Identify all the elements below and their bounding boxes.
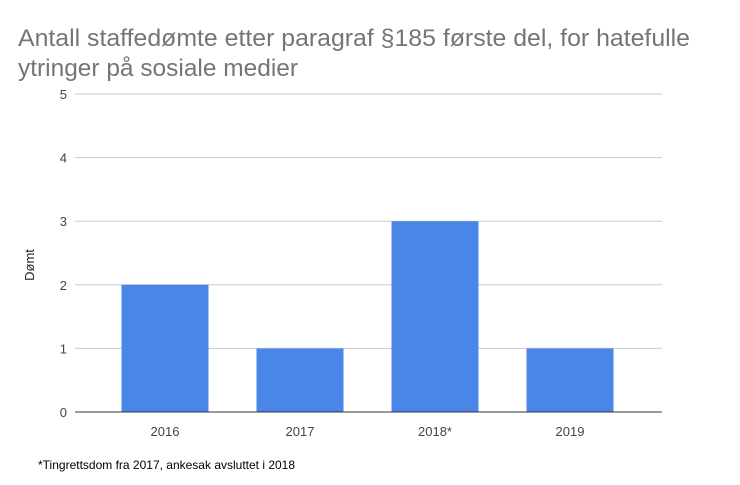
x-tick-label: 2017	[286, 424, 315, 439]
x-tick-label: 2019	[556, 424, 585, 439]
y-tick-label: 1	[60, 341, 67, 356]
chart-title-line-2: ytringer på sosiale medier	[18, 55, 298, 82]
bar-2016	[121, 284, 209, 412]
y-tick-label: 0	[60, 405, 67, 420]
x-tick-label: 2018*	[418, 424, 452, 439]
y-tick-label: 2	[60, 278, 67, 293]
chart-title-line-1: Antall staffedømte etter paragraf §185 f…	[18, 25, 690, 52]
bar-2018*	[391, 221, 479, 412]
footnote: *Tingrettsdom fra 2017, ankesak avslutte…	[38, 458, 295, 472]
bar-2017	[256, 348, 344, 412]
y-tick-label: 4	[60, 151, 67, 166]
bar-2019	[526, 348, 614, 412]
y-tick-label: 3	[60, 214, 67, 229]
y-tick-label: 5	[60, 87, 67, 102]
x-tick-label: 2016	[151, 424, 180, 439]
y-axis-label: Dømt	[22, 249, 37, 281]
